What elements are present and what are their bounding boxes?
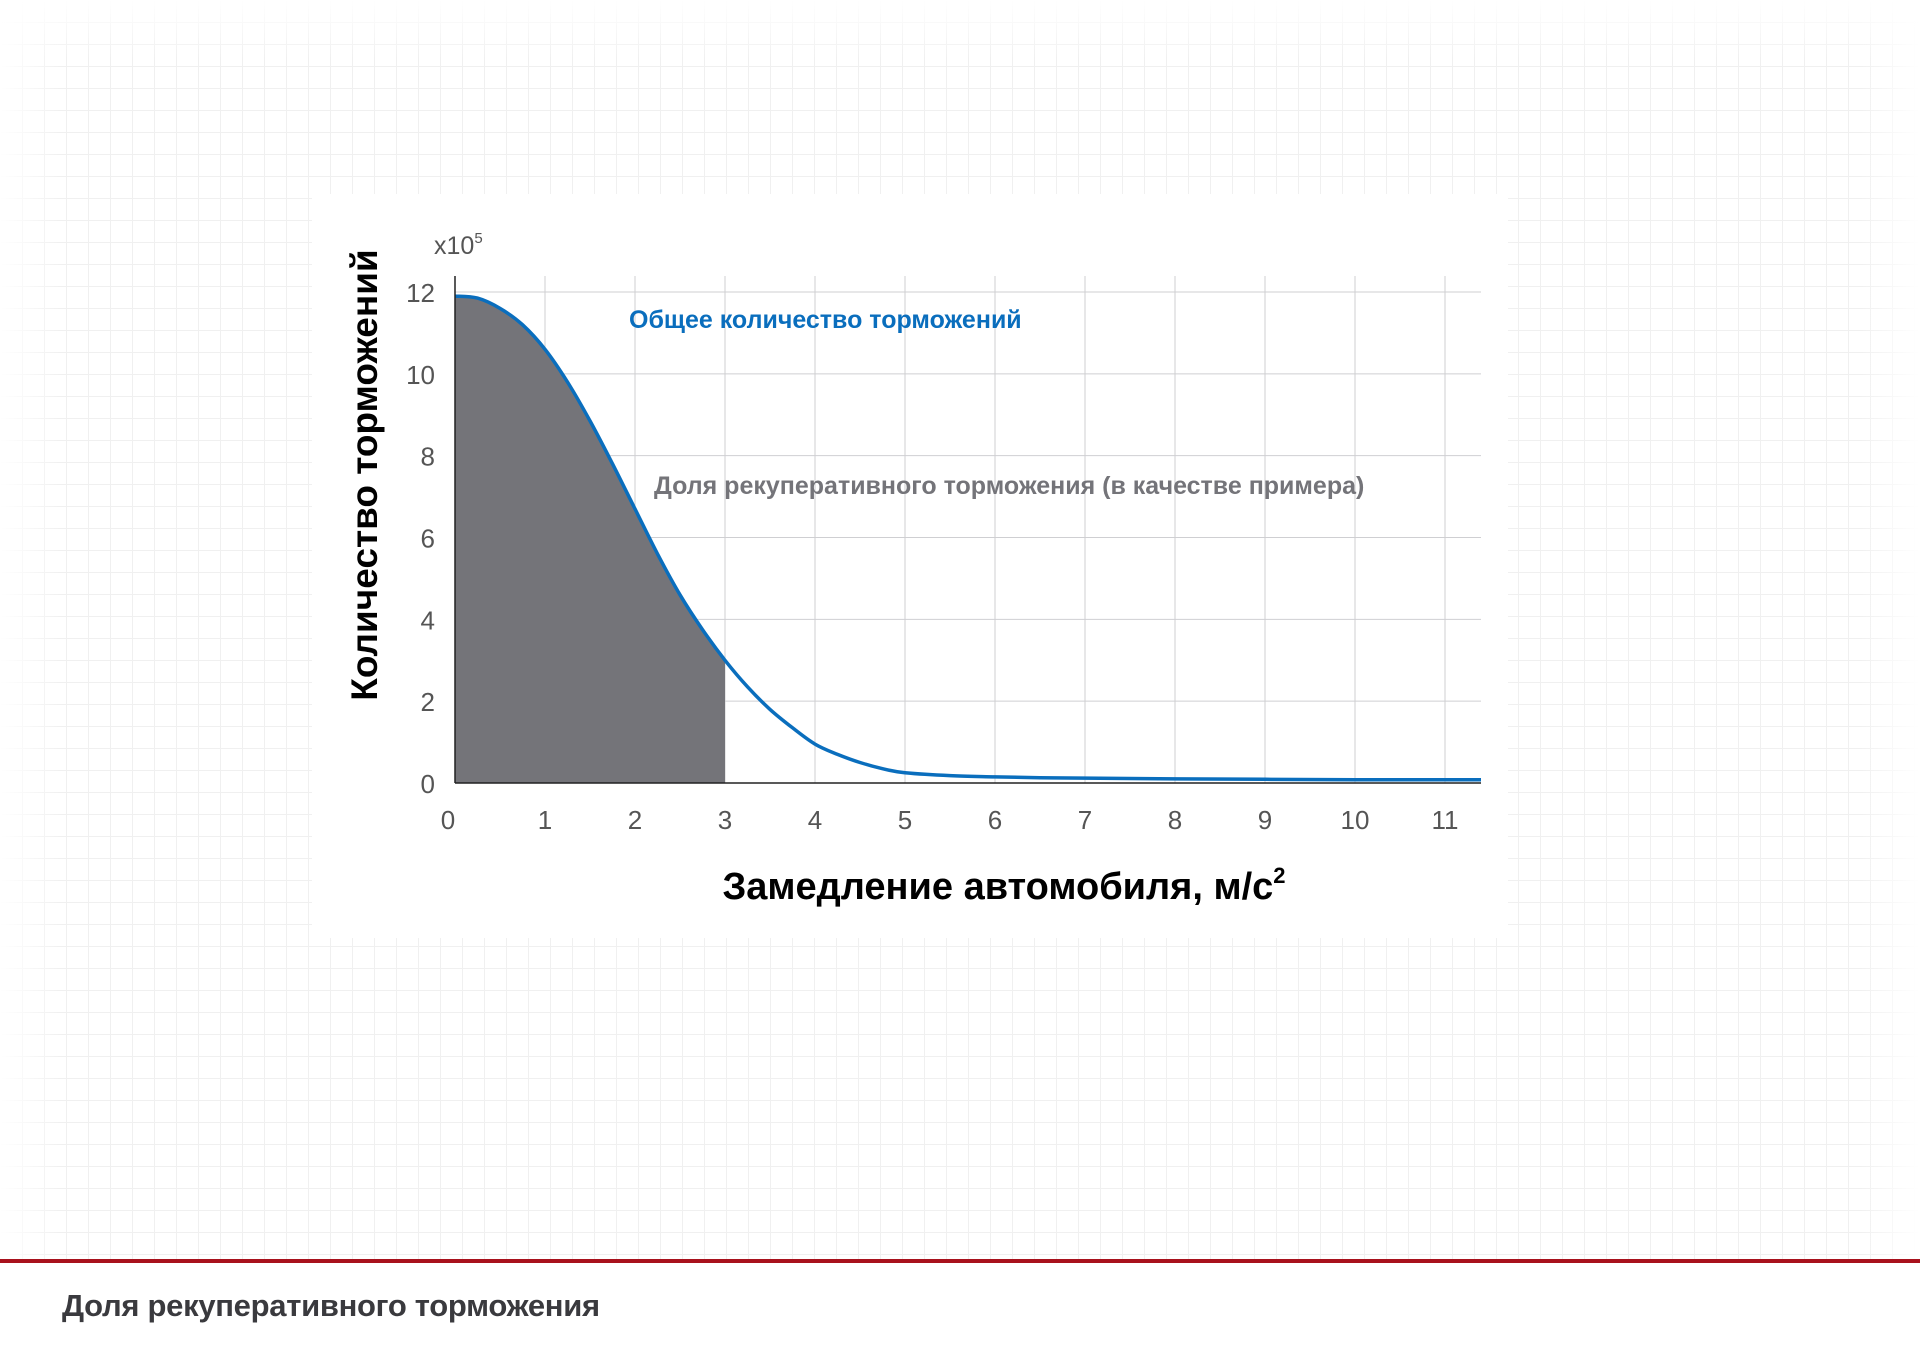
x-tick-label: 1 [538,805,552,835]
x-axis-title: Замедление автомобиля, м/с2 [722,863,1285,908]
y-tick-label: 2 [421,687,435,717]
x-tick-label: 4 [808,805,822,835]
y-tick-label: 10 [406,360,435,390]
series-label-total-braking: Общее количество торможений [629,306,1022,334]
regen-braking-shaded-area [455,296,725,783]
y-tick-label: 8 [421,442,435,472]
x-tick-label: 8 [1168,805,1182,835]
x-tick-label: 6 [988,805,1002,835]
x-tick-label: 9 [1258,805,1272,835]
x-tick-label: 2 [628,805,642,835]
x-tick-labels: 0 1 2 3 4 5 6 7 8 9 10 11 [441,805,1459,835]
x-tick-label: 0 [441,805,455,835]
figure-caption: Доля рекуперативного торможения [62,1288,600,1323]
x-tick-label: 7 [1078,805,1092,835]
x-tick-label: 5 [898,805,912,835]
y-tick-label: 12 [406,278,435,308]
y-tick-label: 0 [421,769,435,799]
y-tick-labels: 0 2 4 6 8 10 12 [406,278,435,799]
x-tick-label: 11 [1432,805,1459,835]
y-axis-title: Количество торможений [344,249,385,700]
x-tick-label: 3 [718,805,732,835]
y-tick-label: 6 [421,524,435,554]
background-fade-top [0,0,1920,60]
background-fade-right [1860,0,1920,1260]
background-fade-left [0,0,60,1260]
y-tick-label: 4 [421,605,435,635]
y-multiplier-label: x105 [434,230,483,260]
shaded-region-label: Доля рекуперативного торможения (в качес… [654,472,1364,500]
caption-divider-line [0,1259,1920,1263]
total-braking-series-line [454,294,1481,782]
x-tick-label: 10 [1341,805,1370,835]
